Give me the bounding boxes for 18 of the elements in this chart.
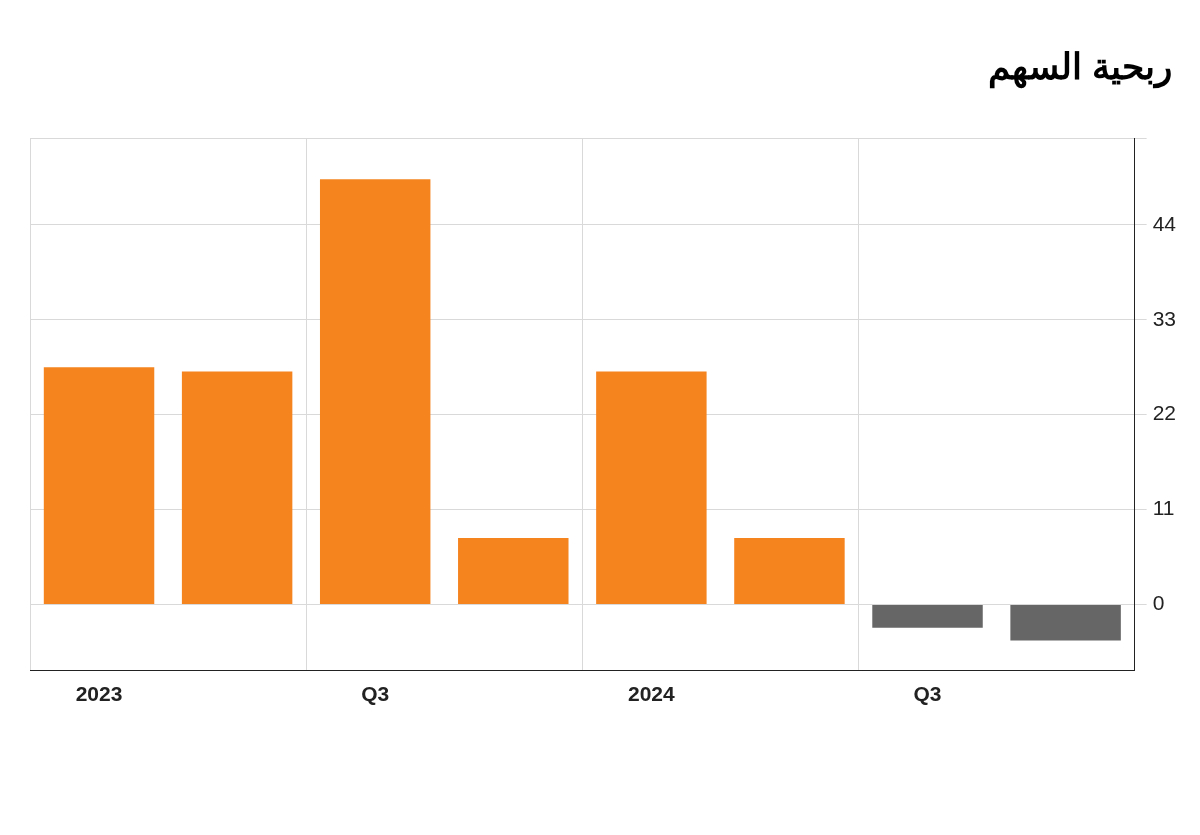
bar [596,371,707,604]
x-tick-label: 2024 [628,682,676,706]
bar [319,179,431,604]
bar [458,537,569,604]
bar [181,371,293,604]
y-tick-label: 33 [1152,306,1176,330]
y-tick-label: 44 [1152,211,1177,235]
bar [734,537,845,604]
y-tick-label: 11 [1152,496,1175,520]
x-tick-label: Q3 [913,682,942,706]
y-tick-label: 22 [1152,401,1176,425]
bar [1010,604,1121,641]
bar [43,367,155,604]
x-tick-label: Q3 [361,682,390,706]
chart-title: ربحية السهم [987,45,1173,91]
bar [872,604,983,628]
y-tick-label: 0 [1152,591,1165,615]
x-tick-label: 2023 [75,682,123,706]
